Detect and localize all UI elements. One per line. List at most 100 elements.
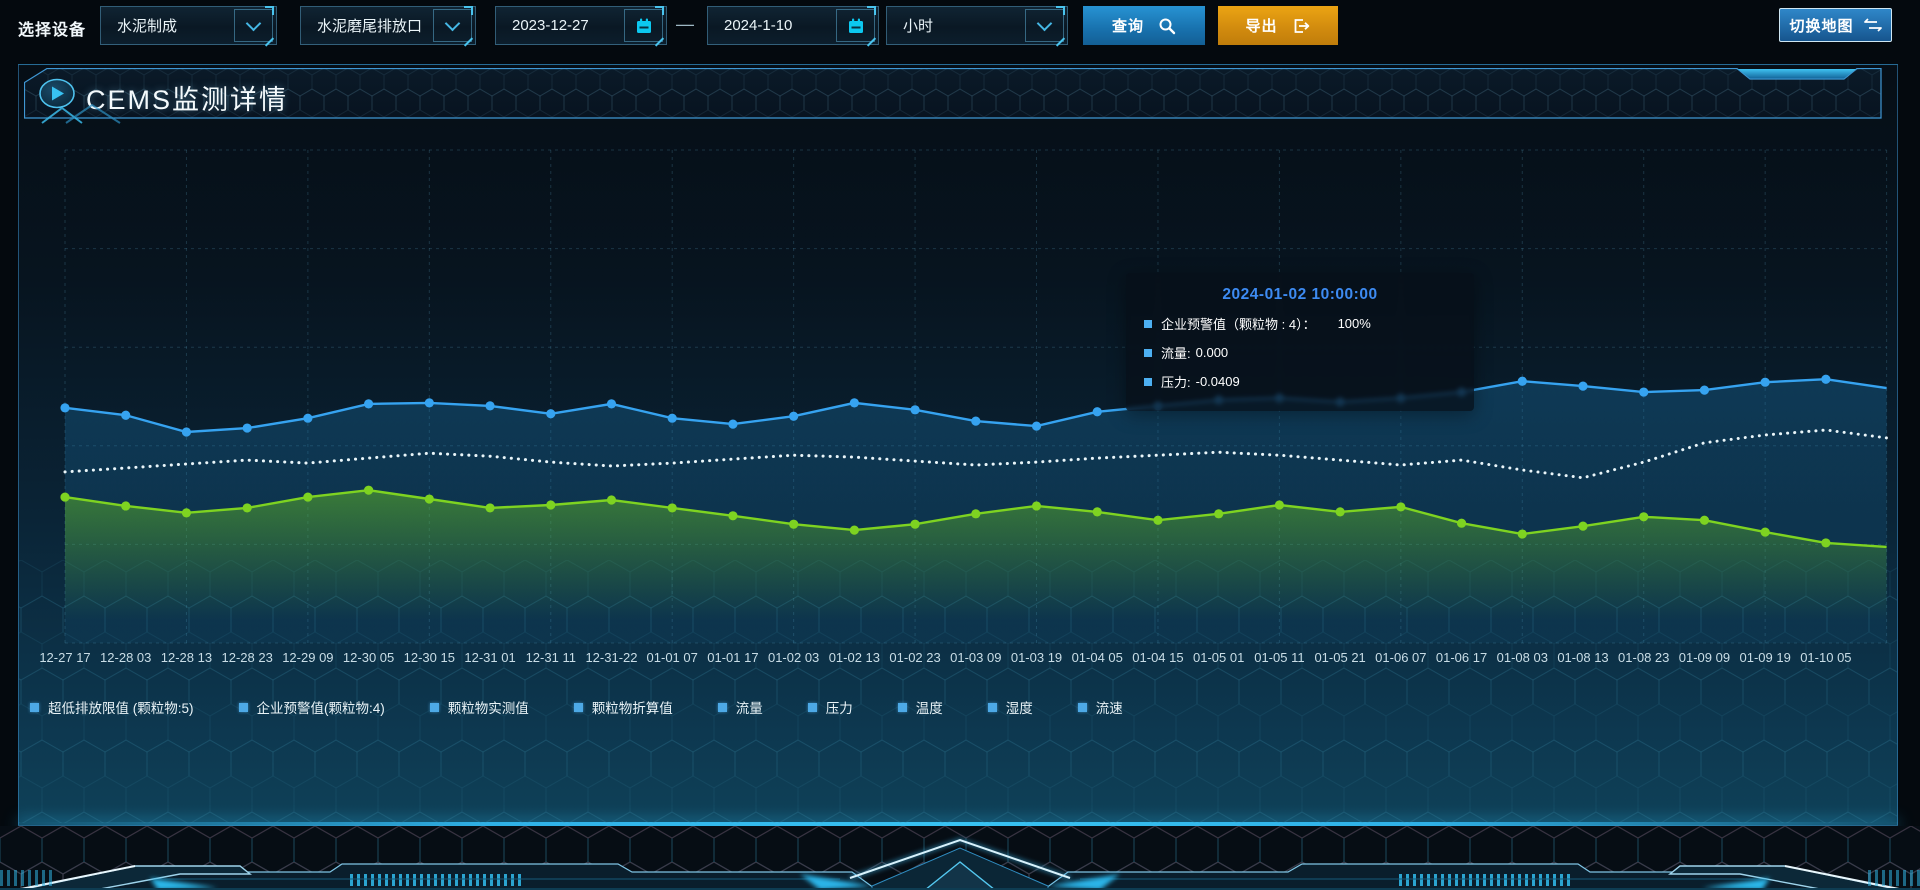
legend-label: 流量: [735, 701, 763, 716]
legend-marker: [807, 702, 817, 712]
x-axis-label: 01-09 19: [1739, 650, 1790, 665]
start-date-input[interactable]: 2023-12-27: [495, 6, 667, 45]
tooltip-rows: 企业预警值（颗粒物 : 4）： 100% 流量: 0.000 压力: -0.0409: [1126, 314, 1474, 391]
x-axis-label: 12-28 13: [161, 650, 212, 665]
legend-label: 温度: [915, 701, 943, 716]
x-axis-label: 01-02 03: [768, 650, 819, 665]
x-axis-label: 01-10 05: [1800, 650, 1851, 665]
x-axis-label: 12-30 15: [404, 650, 455, 665]
x-axis-label: 12-29 09: [282, 650, 333, 665]
legend-marker: [717, 702, 727, 712]
tooltip-row-label: 企业预警值（颗粒物 : 4）：: [1161, 317, 1316, 332]
calendar-icon[interactable]: [624, 6, 664, 42]
tooltip-row-value: 0.000: [1195, 345, 1229, 360]
legend-marker: [987, 702, 997, 712]
x-axis-label: 01-08 03: [1497, 650, 1548, 665]
legend-label: 湿度: [1005, 701, 1033, 716]
chart-tooltip: 2024-01-02 10:00:00 企业预警值（颗粒物 : 4）： 100% 流…: [1126, 273, 1474, 411]
x-axis-label: 12-30 05: [343, 650, 394, 665]
series_dotted_white-line: [63, 428, 1889, 480]
tooltip-series-marker: [1144, 377, 1152, 386]
x-axis-label: 01-03 09: [950, 650, 1001, 665]
search-icon: [1159, 18, 1176, 34]
x-axis-label: 01-01 07: [647, 650, 698, 665]
x-axis-label: 01-06 07: [1375, 650, 1426, 665]
calendar-icon[interactable]: [836, 6, 876, 42]
x-axis-label: 12-31 11: [526, 650, 576, 665]
x-axis-label: 01-08 23: [1618, 650, 1669, 665]
x-axis-label: 01-09 09: [1679, 650, 1730, 665]
titlebar-zigzag-accent: [41, 104, 121, 124]
tooltip-row: 压力: -0.0409: [1144, 372, 1474, 391]
play-glyph: [39, 78, 75, 109]
panel-bottom-glow: [18, 822, 1898, 826]
legend-label: 流速: [1095, 701, 1123, 716]
x-axis-label: 12-31 01: [464, 650, 515, 665]
x-axis-label: 01-08 13: [1557, 650, 1608, 665]
panel-titlebar: CEMS监测详情: [23, 67, 1882, 119]
export-icon: [1294, 18, 1309, 33]
titlebar-frame: [23, 67, 1882, 119]
play-icon[interactable]: [37, 77, 77, 110]
x-axis-label: 01-05 21: [1314, 650, 1365, 665]
outlet-select-value: 水泥磨尾排放口: [317, 18, 423, 35]
legend-label: 颗粒物折算值: [591, 701, 673, 716]
switch-map-label: 切换地图: [1789, 17, 1854, 35]
outlet-select[interactable]: 水泥磨尾排放口: [300, 6, 476, 45]
footer-decoration: [0, 826, 1920, 890]
switch-arrows-icon: [1863, 18, 1882, 32]
tooltip-row-value: -0.0409: [1195, 374, 1240, 389]
legend-marker: [1077, 702, 1087, 712]
x-axis-label: 12-28 23: [221, 650, 272, 665]
legend-item-8[interactable]: 湿度: [987, 697, 1033, 717]
query-button[interactable]: 查询: [1083, 6, 1205, 45]
legend-item-7[interactable]: 温度: [897, 697, 943, 717]
calendar-glyph: [636, 18, 651, 33]
legend-item-2[interactable]: 企业预警值(颗粒物:4): [238, 697, 385, 717]
legend-item-9[interactable]: 流速: [1077, 697, 1123, 717]
legend-item-4[interactable]: 颗粒物折算值: [573, 697, 673, 717]
x-axis-label: 01-01 17: [707, 650, 758, 665]
x-axis-label: 01-04 15: [1132, 650, 1183, 665]
export-button-label: 导出: [1245, 18, 1278, 35]
legend-marker: [429, 702, 439, 712]
device-select[interactable]: 水泥制成: [100, 6, 277, 45]
tooltip-row-label: 压力:: [1161, 375, 1191, 390]
chart-legend: 超低排放限值 (颗粒物:5) 企业预警值(颗粒物:4) 颗粒物实测值 颗粒物折算值 流量…: [30, 697, 1123, 717]
x-axis-label: 01-04 05: [1072, 650, 1123, 665]
switch-map-button[interactable]: 切换地图: [1779, 8, 1892, 42]
tooltip-row: 流量: 0.000: [1144, 343, 1474, 362]
chevron-down-icon[interactable]: [234, 6, 274, 42]
tooltip-row-value: 100%: [1337, 316, 1371, 331]
chevron-down-icon[interactable]: [1025, 6, 1065, 42]
toolbar: 选择设备 水泥制成 水泥磨尾排放口 2023-12-27 — 2024-1-10: [0, 0, 1920, 56]
x-axis-label: 01-03 19: [1011, 650, 1062, 665]
x-axis-label: 01-06 17: [1436, 650, 1487, 665]
tooltip-row-label: 流量:: [1161, 346, 1191, 361]
legend-item-3[interactable]: 颗粒物实测值: [429, 697, 529, 717]
x-axis-label: 01-05 01: [1193, 650, 1244, 665]
tooltip-series-marker: [1144, 348, 1152, 357]
tooltip-row: 企业预警值（颗粒物 : 4）： 100%: [1144, 314, 1474, 333]
end-date-input[interactable]: 2024-1-10: [707, 6, 879, 45]
date-range-separator: —: [676, 14, 694, 34]
legend-marker: [30, 702, 39, 712]
interval-select[interactable]: 小时: [886, 6, 1068, 45]
legend-item-1[interactable]: 超低排放限值 (颗粒物:5): [30, 697, 194, 717]
chevron-down-icon[interactable]: [433, 6, 473, 42]
tooltip-series-marker: [1144, 319, 1152, 328]
line-chart[interactable]: 12-27 17 12-28 03 12-28 13 12-28 23 12-29 09…: [0, 0, 1920, 780]
footer-left-wing: [0, 863, 875, 890]
page-title: CEMS监测详情: [86, 85, 289, 115]
device-select-label: 选择设备: [18, 22, 87, 39]
legend-item-6[interactable]: 压力: [807, 697, 853, 717]
export-button[interactable]: 导出: [1218, 6, 1338, 45]
series_green-area: [65, 490, 1887, 643]
calendar-glyph: [848, 18, 863, 33]
x-axis-label: 12-27 17: [39, 650, 90, 665]
legend-item-5[interactable]: 流量: [717, 697, 763, 717]
x-axis-label: 12-31-22: [585, 650, 637, 665]
legend-marker: [238, 702, 248, 712]
legend-marker: [897, 702, 907, 712]
